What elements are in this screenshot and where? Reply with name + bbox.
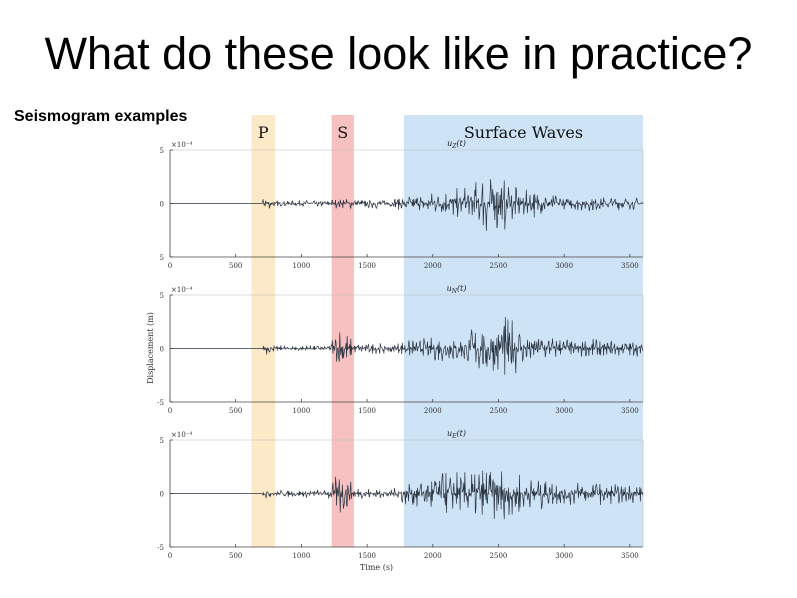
x-tick-label: 2000 bbox=[424, 262, 442, 270]
series-label: uN(t) bbox=[447, 284, 467, 295]
band-1 bbox=[331, 115, 354, 547]
x-tick-label: 2500 bbox=[490, 262, 508, 270]
x-tick-label: 0 bbox=[168, 407, 172, 415]
x-tick-label: 1000 bbox=[292, 407, 310, 415]
slide-title: What do these look like in practice? bbox=[44, 28, 753, 79]
series-line bbox=[170, 470, 644, 520]
series-line bbox=[170, 179, 644, 231]
x-tick-label: 1500 bbox=[358, 407, 376, 415]
y-tick-label: 5 bbox=[160, 437, 164, 445]
series-label: uE(t) bbox=[447, 429, 466, 440]
y-tick-label: 5 bbox=[160, 292, 164, 300]
y-tick-label: 0 bbox=[160, 201, 164, 209]
band-label: P bbox=[258, 123, 269, 142]
x-tick-label: 1000 bbox=[292, 552, 310, 560]
x-tick-label: 0 bbox=[168, 262, 172, 270]
series-line bbox=[170, 317, 644, 375]
x-tick-label: 1500 bbox=[358, 262, 376, 270]
x-tick-label: 500 bbox=[229, 552, 242, 560]
panel-1: 505×10⁻⁴0 500 1000 1500 2000 2500 3000 3500uZ(t… bbox=[160, 139, 644, 270]
band-2 bbox=[403, 115, 643, 547]
x-axis-label: Time (s) bbox=[360, 563, 393, 572]
x-tick-label: 2500 bbox=[490, 407, 508, 415]
series-label: uZ(t) bbox=[447, 139, 466, 150]
y-exponent-label: ×10⁻⁴ bbox=[171, 431, 192, 439]
x-tick-label: 3500 bbox=[621, 552, 639, 560]
x-tick-label: 1500 bbox=[358, 552, 376, 560]
band-label: S bbox=[337, 123, 348, 142]
panel-2: 5 0 -5 ×10⁻⁴ 0 500 1000 1500 2000 2500 3000 3500 uN(… bbox=[157, 284, 644, 415]
x-tick-label: 500 bbox=[229, 407, 242, 415]
band-label: Surface Waves bbox=[464, 123, 583, 142]
x-tick-label: 3000 bbox=[555, 407, 573, 415]
x-tick-label: 3500 bbox=[621, 407, 639, 415]
x-tick-label: 3500 bbox=[621, 262, 639, 270]
y-tick-label: 5 bbox=[160, 254, 164, 262]
x-tick-label: 2000 bbox=[424, 407, 442, 415]
x-tick-label: 3000 bbox=[555, 552, 573, 560]
x-tick-label: 3000 bbox=[555, 262, 573, 270]
y-tick-label: 5 bbox=[160, 147, 164, 155]
band-0 bbox=[251, 115, 276, 547]
x-tick-label: 0 bbox=[168, 552, 172, 560]
y-tick-label: 0 bbox=[160, 491, 164, 499]
panel-3: 5 0 -5 ×10⁻⁴ 0 500 1000 1500 2000 2500 3000 3500 uE(… bbox=[157, 429, 644, 560]
y-axis-label: Displacement (m) bbox=[146, 312, 155, 384]
y-exponent-label: ×10⁻⁴ bbox=[171, 286, 192, 294]
x-tick-label: 2000 bbox=[424, 552, 442, 560]
y-tick-label: 0 bbox=[160, 346, 164, 354]
y-exponent-label: ×10⁻⁴ bbox=[171, 141, 192, 149]
y-tick-label: -5 bbox=[157, 544, 164, 552]
x-tick-label: 2500 bbox=[490, 552, 508, 560]
x-tick-label: 1000 bbox=[292, 262, 310, 270]
y-tick-label: -5 bbox=[157, 399, 164, 407]
slide-subtitle: Seismogram examples bbox=[14, 108, 188, 125]
x-tick-label: 500 bbox=[229, 262, 242, 270]
